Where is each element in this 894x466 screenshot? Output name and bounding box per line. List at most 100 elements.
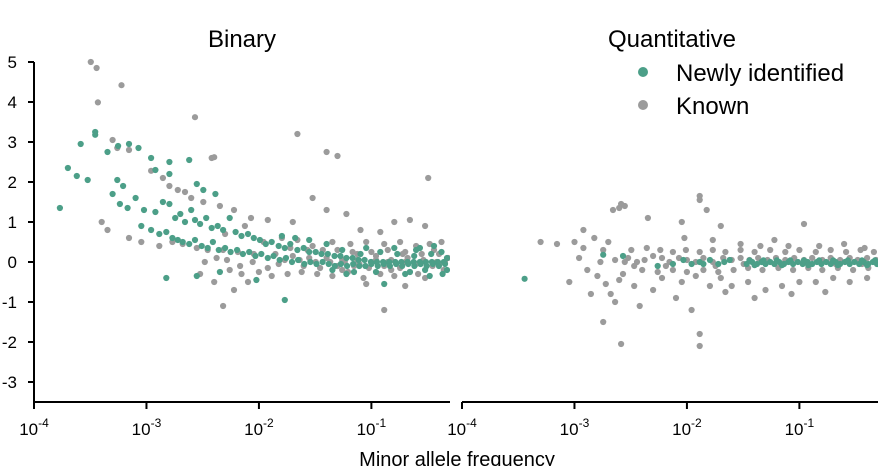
point-known	[191, 114, 199, 121]
point-known	[349, 248, 356, 256]
point-newly-identified	[193, 180, 200, 188]
point-newly-identified	[166, 158, 173, 166]
point-newly-identified	[443, 266, 450, 274]
point-known	[796, 246, 803, 254]
point-known	[309, 194, 316, 202]
point-known	[631, 282, 638, 290]
point-known	[226, 266, 233, 274]
point-known	[658, 274, 666, 282]
point-newly-identified	[84, 176, 91, 184]
x-tick-label: 10-1	[785, 416, 815, 439]
point-newly-identified	[372, 268, 380, 276]
point-newly-identified	[329, 266, 336, 274]
point-newly-identified	[270, 252, 277, 260]
y-tick-label: 1	[8, 213, 17, 232]
y-tick-label: 5	[8, 53, 17, 72]
point-newly-identified	[399, 262, 406, 270]
point-newly-identified	[834, 262, 842, 269]
point-newly-identified	[356, 262, 363, 270]
point-newly-identified	[402, 270, 409, 278]
point-newly-identified	[268, 238, 275, 246]
point-known	[125, 234, 133, 242]
point-known	[406, 216, 413, 224]
point-known	[425, 174, 432, 182]
point-newly-identified	[339, 246, 346, 254]
point-newly-identified	[355, 256, 362, 264]
point-newly-identified	[200, 186, 207, 194]
point-known	[688, 306, 695, 314]
point-known	[782, 248, 789, 256]
point-known	[846, 278, 853, 286]
point-newly-identified	[115, 142, 122, 150]
point-known	[621, 202, 628, 210]
point-known	[289, 252, 296, 260]
point-known	[314, 270, 321, 278]
x-axis-title: Minor allele frequency	[359, 449, 555, 466]
point-newly-identified	[125, 140, 133, 148]
point-newly-identified	[394, 250, 401, 258]
point-newly-identified	[361, 256, 368, 264]
point-known	[94, 99, 101, 106]
y-tick-label: -3	[2, 373, 17, 392]
point-newly-identified	[216, 268, 223, 276]
point-known	[329, 272, 336, 280]
point-newly-identified	[294, 246, 301, 254]
point-newly-identified	[794, 258, 802, 266]
point-known	[211, 278, 218, 286]
point-newly-identified	[179, 238, 186, 246]
point-known	[751, 294, 758, 302]
point-known	[284, 270, 291, 278]
point-newly-identified	[193, 272, 200, 280]
point-newly-identified	[726, 256, 733, 264]
point-newly-identified	[234, 246, 241, 254]
point-known	[657, 246, 664, 254]
y-tick-label: 0	[8, 253, 17, 272]
point-newly-identified	[197, 220, 204, 228]
point-known	[255, 268, 262, 276]
point-newly-identified	[405, 260, 412, 268]
point-newly-identified	[220, 226, 227, 234]
point-known	[612, 298, 619, 306]
point-newly-identified	[706, 256, 714, 264]
point-known	[264, 216, 271, 224]
point-newly-identified	[166, 200, 173, 208]
point-newly-identified	[844, 257, 852, 264]
point-newly-identified	[214, 222, 221, 230]
point-known	[767, 246, 774, 254]
point-known	[98, 218, 105, 226]
point-newly-identified	[152, 208, 159, 216]
point-known	[692, 272, 699, 280]
point-known	[343, 210, 350, 218]
point-newly-identified	[760, 257, 767, 264]
point-newly-identified	[426, 272, 433, 280]
point-known	[678, 218, 685, 226]
point-known	[223, 256, 231, 264]
x-tick-label: 10-2	[244, 416, 274, 439]
point-newly-identified	[138, 222, 145, 230]
point-known	[200, 198, 207, 206]
point-known	[643, 244, 650, 252]
point-known	[600, 246, 607, 254]
point-newly-identified	[368, 260, 375, 268]
point-known	[317, 264, 324, 272]
point-known	[571, 238, 578, 246]
point-newly-identified	[337, 252, 344, 260]
point-newly-identified	[264, 254, 271, 262]
point-newly-identified	[301, 260, 308, 268]
point-newly-identified	[669, 260, 677, 268]
point-newly-identified	[864, 262, 871, 269]
point-newly-identified	[416, 244, 423, 252]
point-newly-identified	[721, 258, 728, 266]
point-known	[368, 248, 375, 256]
point-newly-identified	[319, 258, 326, 266]
point-newly-identified	[246, 248, 253, 256]
point-newly-identified	[276, 256, 283, 264]
point-newly-identified	[805, 262, 812, 269]
point-known	[722, 288, 729, 296]
point-newly-identified	[406, 268, 413, 276]
y-tick-label: -2	[2, 333, 17, 352]
point-known	[591, 234, 598, 242]
point-known	[87, 58, 94, 66]
point-known	[717, 274, 724, 282]
